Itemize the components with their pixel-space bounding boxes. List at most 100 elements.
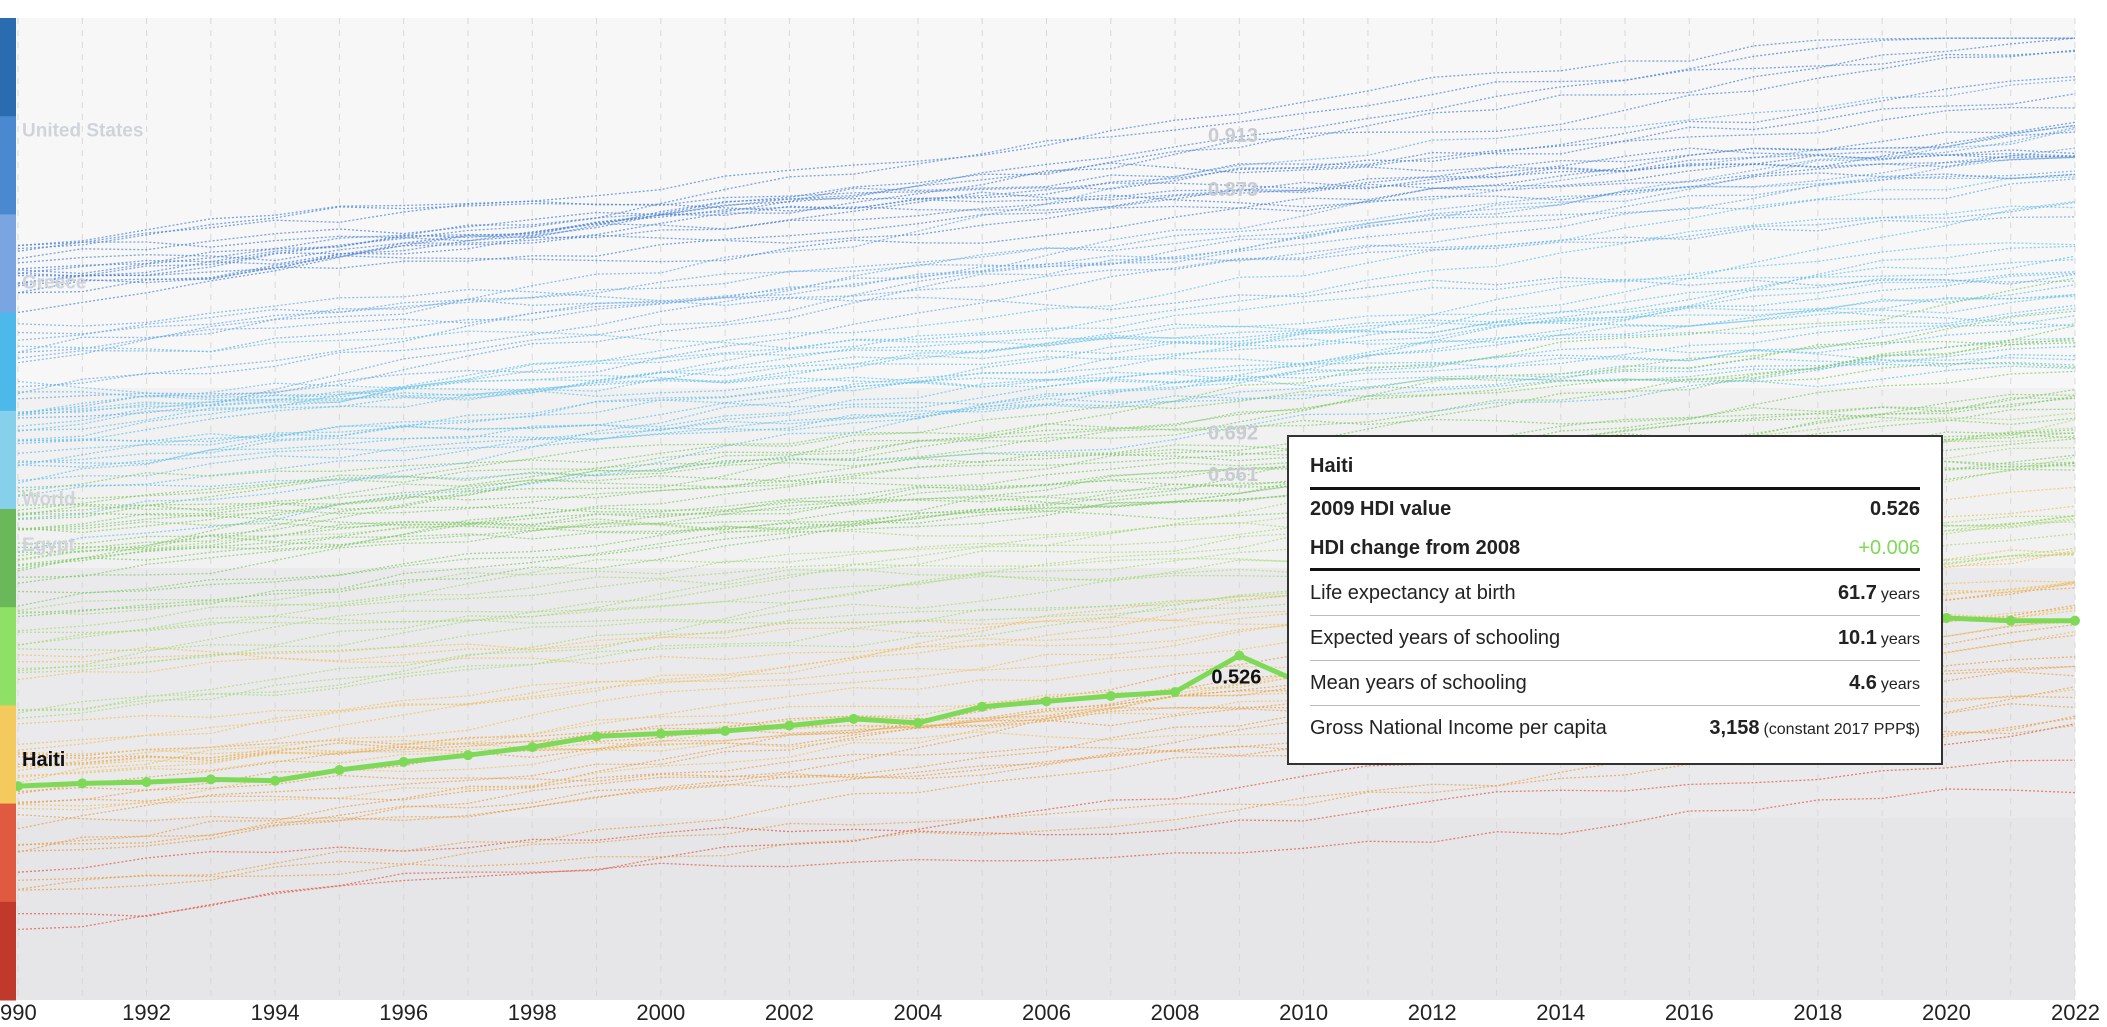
hdi-tier-segment [0, 214, 16, 314]
country-line [17, 126, 2076, 415]
country-label: Egypt [22, 535, 75, 556]
country-line [17, 277, 2076, 572]
tooltip-component-unit: (constant 2017 PPP$) [1763, 720, 1920, 738]
haiti-point [334, 764, 345, 775]
country-line [17, 176, 2076, 441]
x-tick-label: 2000 [636, 1000, 685, 1025]
tooltip-component-label: Expected years of schooling [1310, 626, 1561, 649]
country-line [17, 448, 2076, 517]
country-line [17, 201, 2076, 335]
country-line [17, 715, 2076, 891]
country-line [17, 205, 2076, 417]
x-tick-label: 2012 [1408, 1000, 1457, 1025]
tooltip-hdi-label: 2009 HDI value [1310, 498, 1452, 520]
haiti-point [141, 777, 152, 788]
haiti-point [462, 750, 473, 761]
haiti-point [2005, 615, 2016, 626]
haiti-point [1105, 690, 1116, 701]
country-line [17, 353, 2076, 497]
hdi-tier-segment [0, 803, 16, 903]
haiti-point [1234, 650, 1245, 661]
tooltip-change-value: +0.006 [1858, 537, 1920, 559]
haiti-point [1941, 612, 1952, 623]
highlighted-country-label: Haiti [22, 749, 65, 771]
x-tick-label: 2020 [1922, 1000, 1971, 1025]
country-line [17, 454, 2076, 567]
haiti-point [77, 778, 88, 789]
country-line [17, 533, 2076, 711]
hdi-tier-segment [0, 607, 16, 706]
country-line [17, 419, 2076, 714]
tooltip-component-label: Gross National Income per capita [1310, 716, 1607, 739]
reference-value-label: 0.913 [1208, 125, 1258, 147]
country-line [17, 170, 2076, 359]
haiti-point [2070, 615, 2080, 626]
x-tick-label: 1992 [122, 1000, 171, 1025]
country-line [17, 393, 2076, 584]
country-line [17, 49, 2076, 270]
x-tick-label: 2018 [1793, 1000, 1842, 1025]
country-line [17, 294, 2076, 467]
tooltip-country: Haiti [1310, 451, 1920, 490]
country-line [17, 172, 2076, 260]
country-line [17, 37, 2075, 247]
haiti-point [848, 713, 859, 724]
hdi-tier-segment [0, 18, 16, 117]
haiti-point [527, 742, 538, 753]
country-line [17, 216, 2076, 354]
country-line [17, 397, 2076, 549]
country-line [17, 412, 2076, 515]
reference-value-label: 0.661 [1208, 464, 1258, 486]
tooltip-component-label: Mean years of schooling [1310, 671, 1527, 694]
country-line [17, 515, 2076, 674]
country-line [17, 337, 2076, 489]
hdi-tier-segment [0, 410, 16, 510]
country-line [17, 277, 2076, 427]
tooltip-component-value: 3,158 [1709, 716, 1760, 739]
hdi-point-label: 0.526 [1211, 667, 1261, 689]
x-tick-label: 2004 [893, 1000, 942, 1025]
country-line [17, 272, 2076, 455]
tooltip-life-expectancy-row: Life expectancy at birth 61.7 years [1310, 571, 1920, 616]
hdi-tier-segment [0, 312, 16, 412]
country-line [17, 121, 2076, 247]
country-line [17, 245, 2076, 553]
country-line [17, 431, 2076, 500]
x-tick-label: 2022 [2051, 1000, 2100, 1025]
tooltip-mean-schooling-row: Mean years of schooling 4.6 years [1310, 661, 1920, 706]
country-line [17, 324, 2076, 553]
country-line [17, 255, 2076, 484]
country-line [17, 128, 2076, 395]
country-line [17, 178, 2076, 400]
country-line [17, 293, 2076, 415]
country-line [17, 153, 2076, 264]
country-line [17, 346, 2076, 413]
country-line [17, 79, 2076, 364]
country-line [17, 242, 2076, 432]
tooltip-component-value: 61.7 [1837, 581, 1877, 604]
country-line [17, 340, 2076, 521]
country-line [17, 618, 2076, 830]
country-line [17, 370, 2076, 614]
low-band [0, 818, 2075, 1000]
x-tick-label: 2016 [1665, 1000, 1714, 1025]
country-line [17, 456, 2076, 615]
country-line [17, 304, 2076, 482]
country-line [17, 547, 2076, 720]
country-line [17, 759, 2076, 873]
country-line [17, 788, 2076, 918]
country-line [17, 124, 2076, 285]
country-line [17, 323, 2076, 465]
country-line [17, 606, 2076, 768]
country-line [17, 76, 2076, 250]
country-line [17, 200, 2076, 520]
country-line [17, 518, 2076, 562]
country-label: Greece [22, 273, 86, 294]
country-line [17, 465, 2076, 607]
hdi-tier-segment [0, 901, 16, 1001]
haiti-point [591, 731, 602, 742]
haiti-point [1041, 696, 1052, 707]
country-line [17, 395, 2076, 493]
haiti-point [270, 775, 281, 786]
